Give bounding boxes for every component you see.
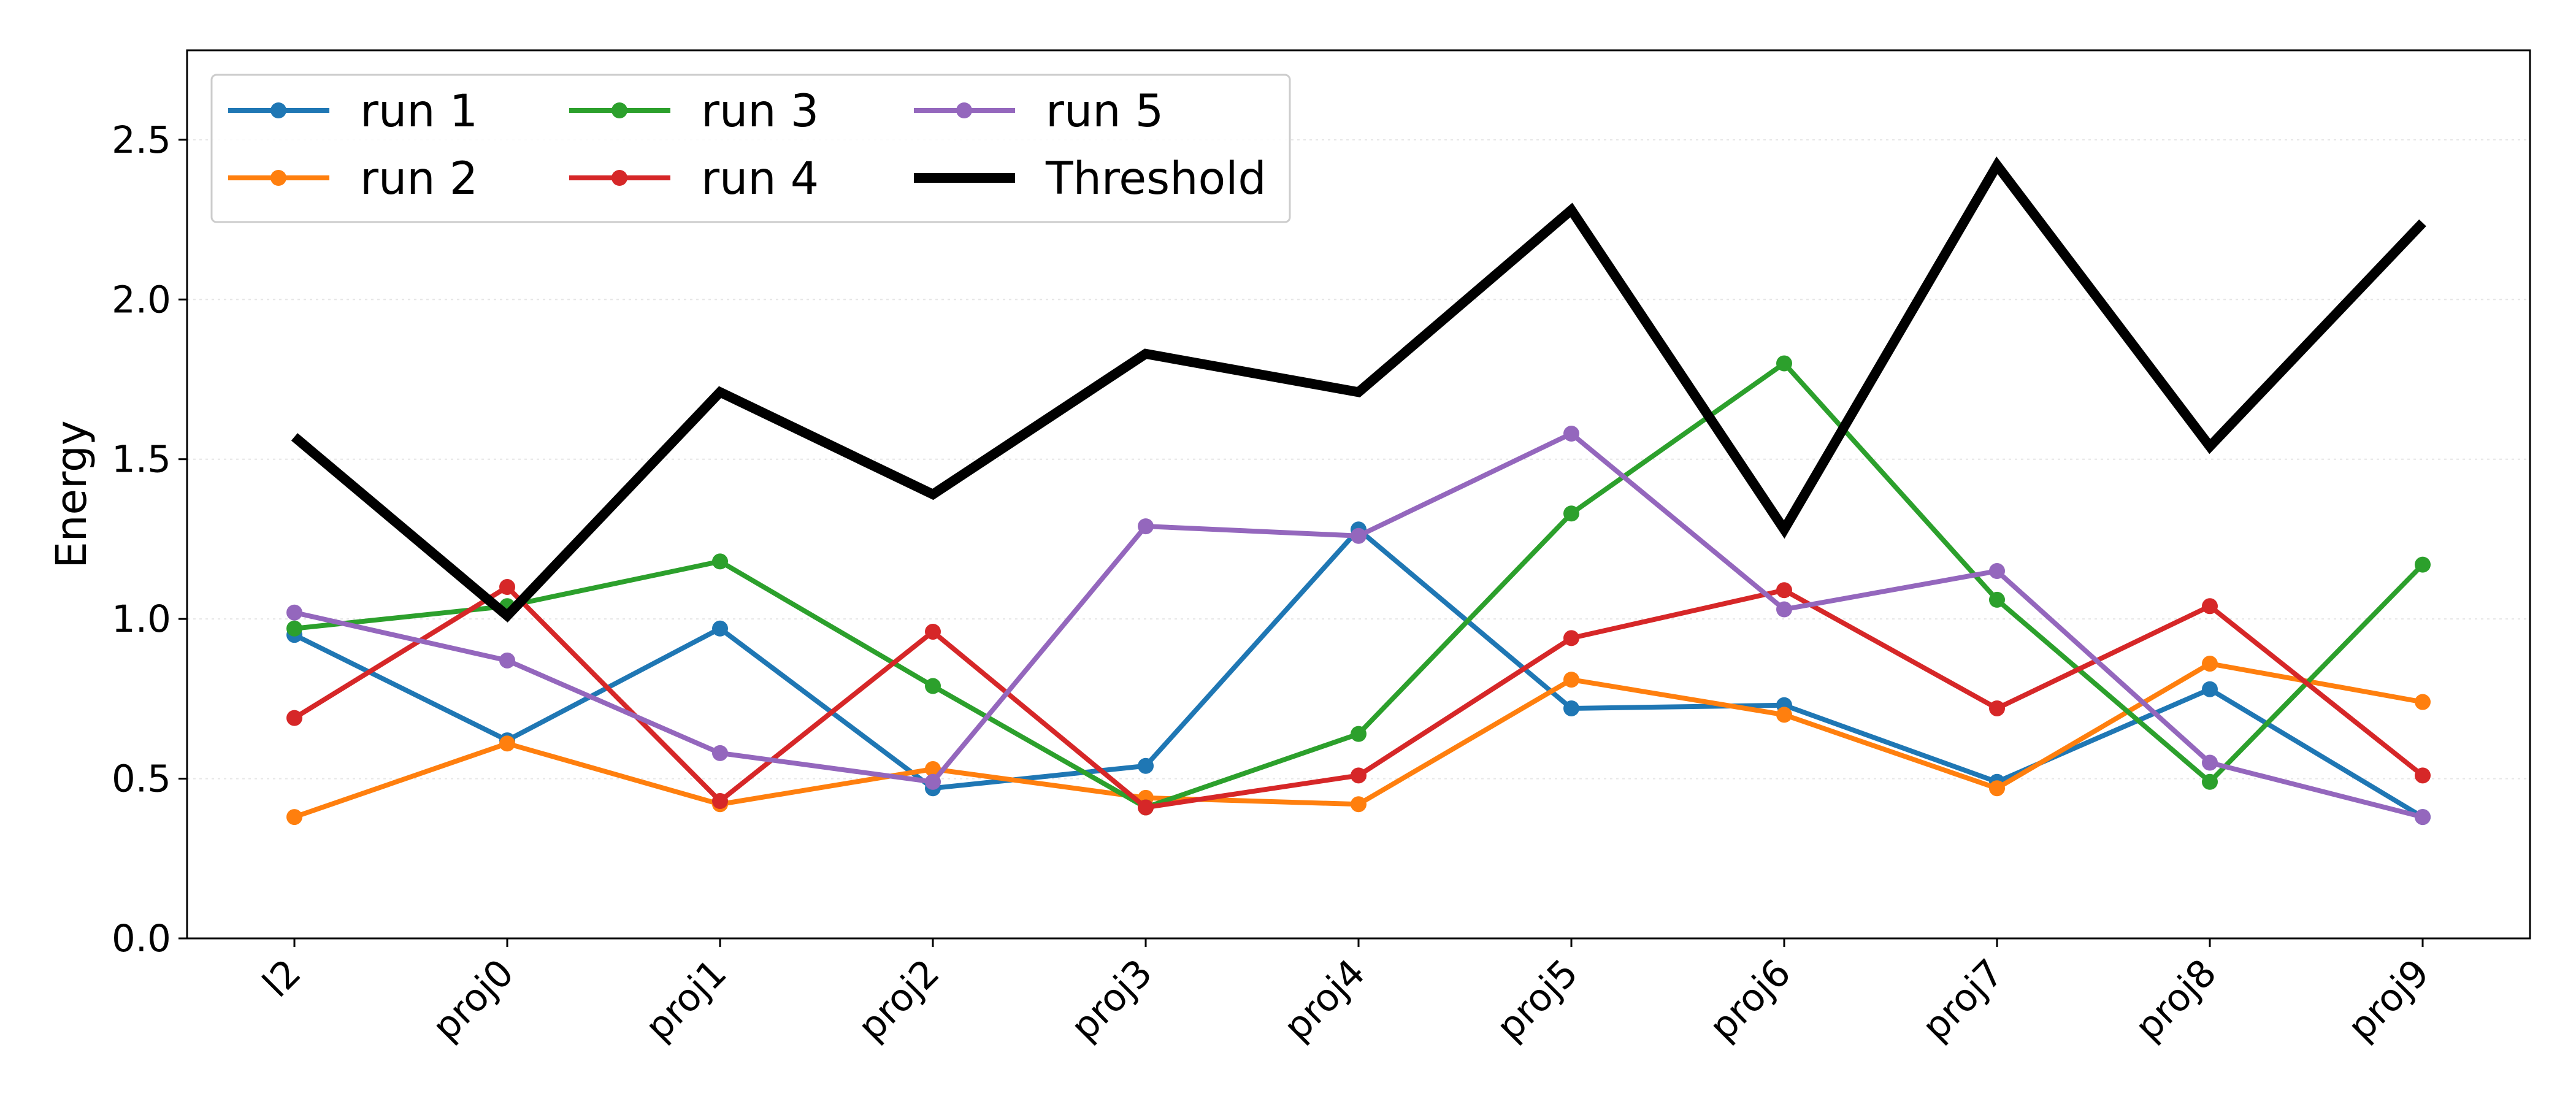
legend-item: run 5 bbox=[914, 85, 1163, 137]
data-point bbox=[1563, 505, 1579, 522]
data-point bbox=[1563, 672, 1579, 688]
data-point bbox=[925, 678, 941, 694]
legend-swatch-marker bbox=[611, 102, 627, 118]
data-point bbox=[925, 623, 941, 640]
data-point bbox=[1351, 767, 1367, 784]
data-point bbox=[712, 793, 728, 810]
data-point bbox=[499, 579, 515, 596]
data-point bbox=[1351, 527, 1367, 544]
legend-swatch-marker bbox=[611, 170, 627, 186]
legend-label: run 5 bbox=[1046, 85, 1163, 137]
legend-label: run 1 bbox=[360, 85, 478, 137]
data-point bbox=[2415, 809, 2431, 826]
data-point bbox=[712, 745, 728, 761]
legend-item: run 3 bbox=[569, 85, 819, 137]
data-point bbox=[2202, 773, 2218, 790]
legend-item: run 2 bbox=[228, 153, 478, 205]
legend-swatch-marker bbox=[270, 102, 286, 118]
legend-label: run 4 bbox=[701, 153, 819, 205]
data-point bbox=[286, 604, 302, 621]
series-line bbox=[291, 156, 2426, 623]
legend-label: Threshold bbox=[1045, 153, 1267, 205]
data-point bbox=[2202, 681, 2218, 697]
legend-swatch-marker bbox=[270, 170, 286, 186]
data-point bbox=[499, 735, 515, 752]
data-point bbox=[1776, 355, 1792, 372]
legend-item: run 1 bbox=[228, 85, 478, 137]
data-point bbox=[1138, 518, 1154, 535]
y-tick-label: 1.5 bbox=[112, 438, 171, 481]
legend-box bbox=[210, 74, 1291, 223]
y-tick-label: 2.5 bbox=[112, 118, 171, 162]
data-point bbox=[1138, 799, 1154, 816]
y-tick-label: 0.5 bbox=[112, 757, 171, 801]
data-point bbox=[925, 773, 941, 790]
data-point bbox=[2415, 556, 2431, 573]
data-point bbox=[499, 652, 515, 669]
data-point bbox=[2202, 656, 2218, 672]
data-point bbox=[1351, 726, 1367, 742]
legend-label: run 3 bbox=[701, 85, 819, 137]
y-axis-label: Energy bbox=[47, 420, 96, 569]
series-threshold bbox=[291, 156, 2426, 623]
data-point bbox=[286, 620, 302, 637]
data-point bbox=[1351, 796, 1367, 813]
data-point bbox=[1776, 707, 1792, 723]
data-point bbox=[2202, 598, 2218, 615]
data-point bbox=[2202, 754, 2218, 771]
legend-swatch-marker bbox=[956, 102, 972, 118]
data-point bbox=[1989, 563, 2005, 580]
legend-item: Threshold bbox=[914, 153, 1267, 205]
data-point bbox=[712, 620, 728, 637]
data-point bbox=[1776, 582, 1792, 599]
y-axis: 0.0 0.5 1.0 1.5 2.0 2.5 bbox=[112, 118, 187, 960]
y-tick-label: 0.0 bbox=[112, 917, 171, 960]
series-layer bbox=[286, 156, 2431, 826]
data-point bbox=[1563, 700, 1579, 716]
data-point bbox=[286, 710, 302, 726]
legend[interactable]: run 1 run 2 run 3 run 4 run 5 Threshold bbox=[210, 74, 1291, 223]
data-point bbox=[1563, 426, 1579, 442]
data-point bbox=[1989, 591, 2005, 608]
y-tick-label: 2.0 bbox=[112, 278, 171, 321]
data-point bbox=[2415, 767, 2431, 784]
legend-item: run 4 bbox=[569, 153, 819, 205]
series-run-3 bbox=[286, 355, 2431, 816]
data-point bbox=[925, 761, 941, 777]
series-run-4 bbox=[286, 579, 2431, 816]
data-point bbox=[1138, 757, 1154, 774]
y-tick-label: 1.0 bbox=[112, 597, 171, 641]
series-run-5 bbox=[286, 426, 2431, 826]
data-point bbox=[1989, 700, 2005, 716]
data-point bbox=[1989, 780, 2005, 797]
data-point bbox=[712, 553, 728, 570]
legend-label: run 2 bbox=[360, 153, 478, 205]
data-point bbox=[286, 809, 302, 826]
data-point bbox=[2415, 694, 2431, 710]
data-point bbox=[1563, 630, 1579, 646]
data-point bbox=[1776, 601, 1792, 618]
